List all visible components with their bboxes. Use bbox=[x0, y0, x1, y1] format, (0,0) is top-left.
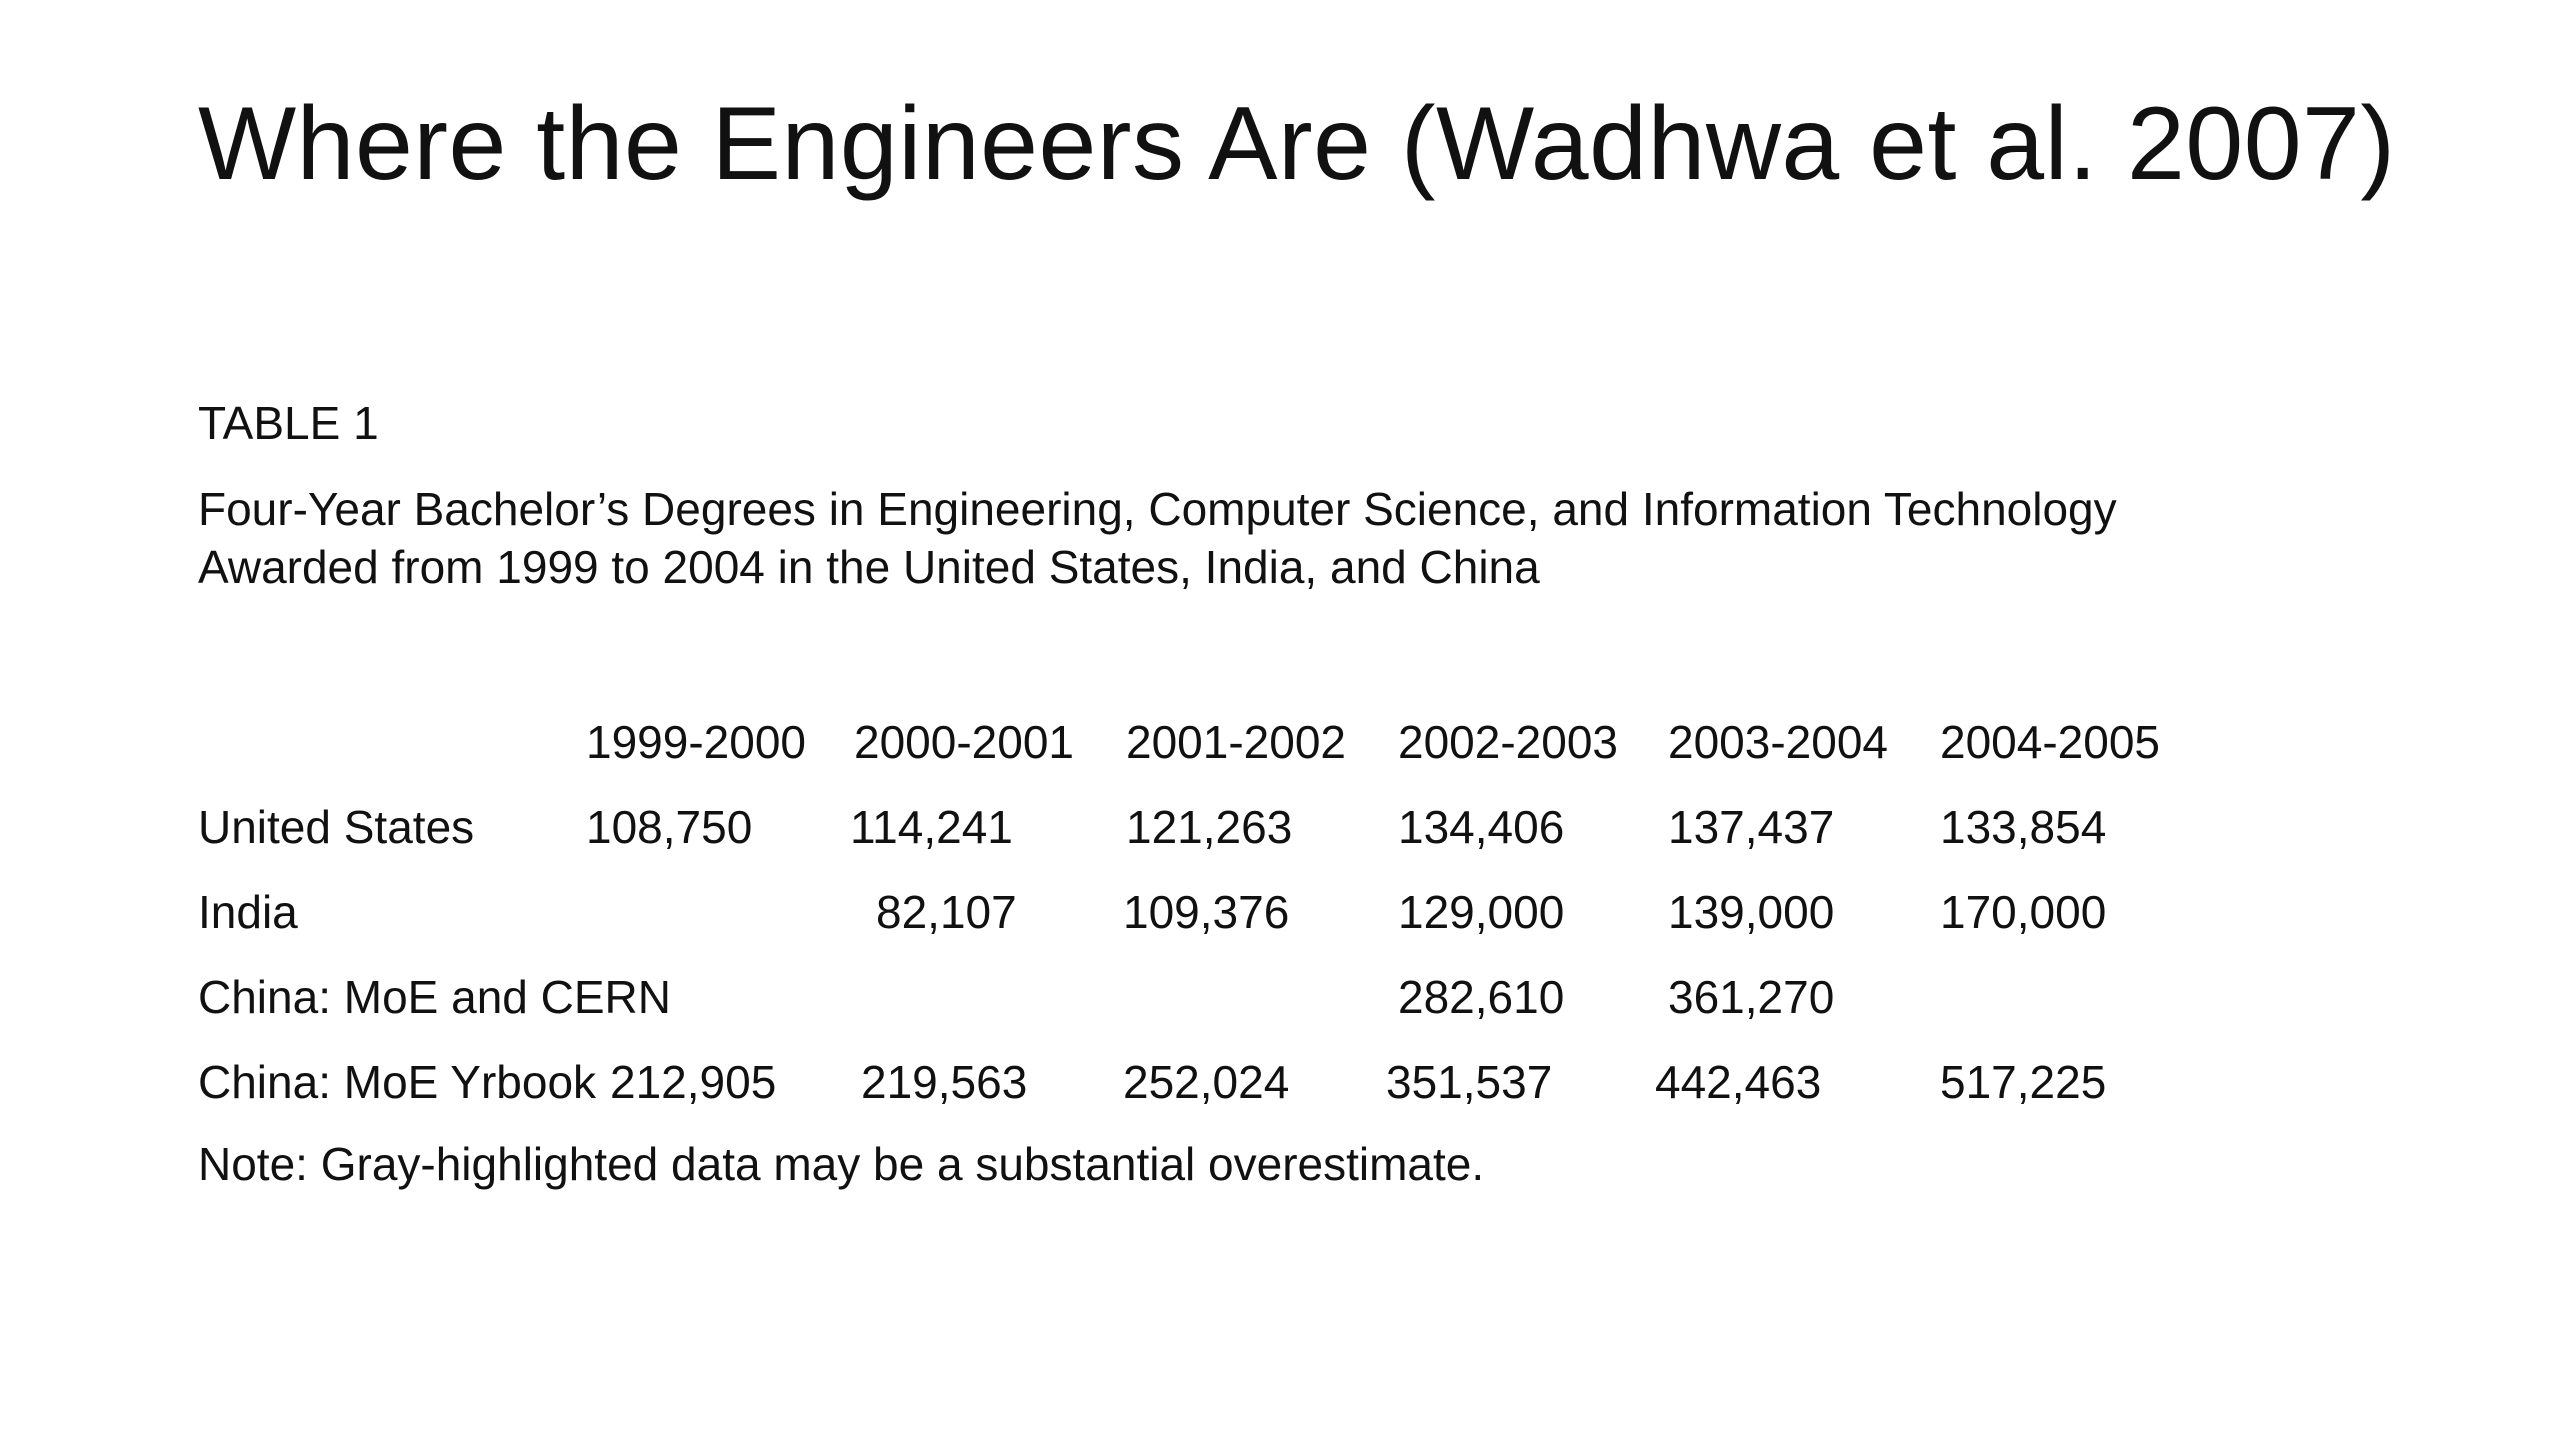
table-cell: 134,406 bbox=[1398, 801, 1565, 853]
table-row-united-states: United States 108,750 114,241 121,263 13… bbox=[198, 785, 2298, 870]
table-cell: 282,610 bbox=[1398, 971, 1565, 1023]
row-label: China: MoE Yrbook bbox=[198, 1056, 597, 1108]
column-header: 2002-2003 bbox=[1398, 716, 1618, 768]
table-cell: 170,000 bbox=[1940, 886, 2107, 938]
table-row-india: India 82,107 109,376 129,000 139,000 170… bbox=[198, 870, 2298, 955]
table-cell: 121,263 bbox=[1126, 801, 1293, 853]
caption-line-2: Awarded from 1999 to 2004 in the United … bbox=[198, 541, 1540, 593]
table-cell: 137,437 bbox=[1668, 801, 1835, 853]
row-label: China: MoE and CERN bbox=[198, 971, 671, 1023]
column-header: 2000-2001 bbox=[854, 716, 1074, 768]
column-header: 2001-2002 bbox=[1126, 716, 1346, 768]
column-header: 1999-2000 bbox=[586, 716, 806, 768]
table-cell: 82,107 bbox=[876, 886, 1017, 938]
table-cell: 133,854 bbox=[1940, 801, 2107, 853]
slide-title: Where the Engineers Are (Wadhwa et al. 2… bbox=[198, 86, 2396, 202]
table-cell: 361,270 bbox=[1668, 971, 1835, 1023]
row-label: United States bbox=[198, 801, 475, 853]
degrees-table: 1999-2000 2000-2001 2001-2002 2002-2003 … bbox=[198, 700, 2298, 1125]
table-row-china-moe-cern: China: MoE and CERN 282,610 361,270 bbox=[198, 955, 2298, 1040]
table-cell: 351,537 bbox=[1386, 1056, 1553, 1108]
column-header: 2004-2005 bbox=[1940, 716, 2160, 768]
table-row-china-moe-yrbook: China: MoE Yrbook 212,905 219,563 252,02… bbox=[198, 1040, 2298, 1125]
table-cell: 108,750 bbox=[586, 801, 753, 853]
table-cell: 219,563 bbox=[861, 1056, 1028, 1108]
table-cell: 114,241 bbox=[850, 801, 1013, 853]
table-header-row: 1999-2000 2000-2001 2001-2002 2002-2003 … bbox=[198, 700, 2298, 785]
table-cell: 109,376 bbox=[1123, 886, 1290, 938]
column-header: 2003-2004 bbox=[1668, 716, 1888, 768]
table-caption: Four-Year Bachelor’s Degrees in Engineer… bbox=[198, 480, 2448, 596]
table-cell: 129,000 bbox=[1398, 886, 1565, 938]
table-label: TABLE 1 bbox=[198, 397, 379, 449]
table-cell: 442,463 bbox=[1655, 1056, 1822, 1108]
table-cell: 139,000 bbox=[1668, 886, 1835, 938]
table-cell: 252,024 bbox=[1123, 1056, 1290, 1108]
table-note: Note: Gray-highlighted data may be a sub… bbox=[198, 1138, 1485, 1190]
row-label: India bbox=[198, 886, 298, 938]
table-cell: 212,905 bbox=[610, 1056, 777, 1108]
caption-line-1: Four-Year Bachelor’s Degrees in Engineer… bbox=[198, 483, 2117, 535]
table-cell: 517,225 bbox=[1940, 1056, 2107, 1108]
